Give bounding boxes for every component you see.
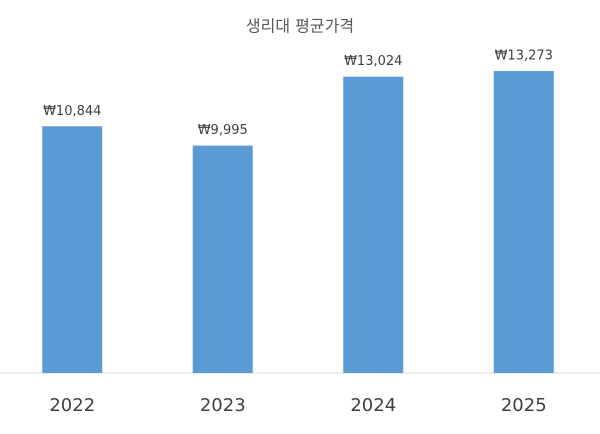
x-tick-label: 2023: [200, 395, 246, 416]
bar: [493, 71, 554, 374]
data-label: ₩10,844: [43, 104, 101, 119]
data-label: ₩13,273: [495, 49, 553, 64]
chart-title: 생리대 평균가격: [246, 17, 354, 36]
bar: [42, 126, 103, 373]
data-label: ₩9,995: [198, 123, 248, 138]
x-tick-label: 2024: [350, 395, 396, 416]
data-label: ₩13,024: [344, 54, 402, 69]
x-tick-label: 2025: [501, 395, 547, 416]
bar: [192, 145, 253, 373]
bar: [343, 76, 404, 373]
x-tick-label: 2022: [49, 395, 95, 416]
